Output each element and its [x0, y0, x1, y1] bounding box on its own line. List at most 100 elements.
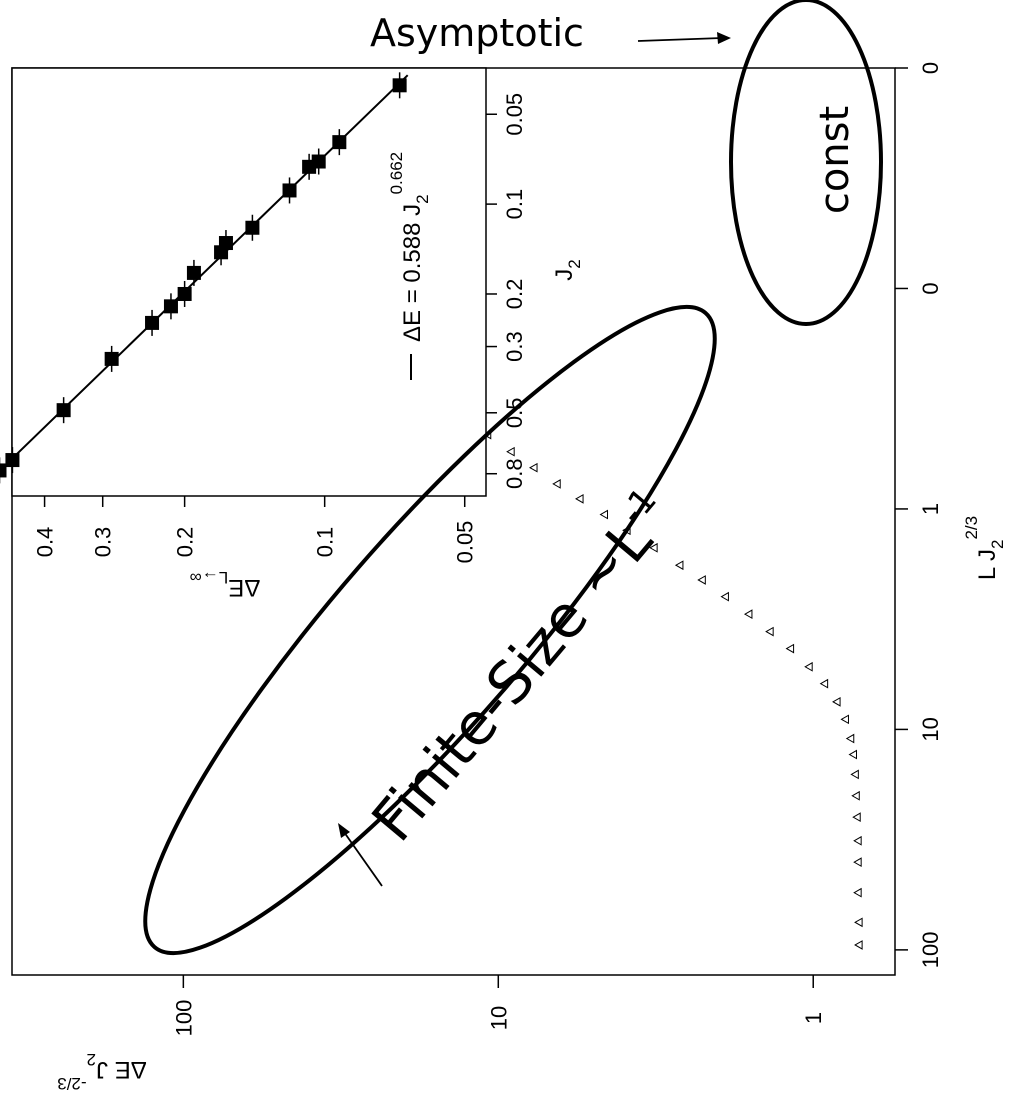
inset-fit-label-sup: 0.662 — [387, 152, 406, 195]
main-data-point — [575, 493, 584, 504]
main-data-point — [506, 446, 515, 457]
finite-size-annotation-group: Finite-Size ~L-1 — [358, 480, 687, 854]
inset-y-tick-label: 0.3 — [91, 527, 116, 558]
inset-data-point — [302, 159, 317, 174]
finite-size-arrow-head — [338, 823, 350, 838]
inset-data-point — [214, 245, 229, 260]
inset-fit-label-sub: 2 — [413, 194, 432, 203]
inset-ylabel-sub: L→∞ — [190, 568, 229, 587]
main-data-point — [819, 678, 829, 689]
main-data-point — [840, 714, 849, 725]
svg-text:J2: J2 — [551, 259, 584, 280]
main-y-tick-label: 1 — [801, 1012, 826, 1024]
inset-x-tick-label: 0.2 — [502, 279, 527, 310]
inset-data-point — [245, 220, 260, 235]
inset-data-point — [56, 403, 71, 418]
main-x-tick-label: 10 — [918, 717, 943, 741]
main-y-axis: 1 10 100 — [171, 975, 826, 1036]
main-data-point — [853, 887, 862, 898]
const-annotation-group: const — [812, 106, 858, 214]
svg-text:Finite-Size ~L-1: Finite-Size ~L-1 — [358, 480, 687, 854]
asymptotic-ellipse — [729, 0, 883, 326]
svg-text:ΔE J2-2/3: ΔE J2 -2/3 — [57, 1050, 146, 1093]
inset-fit-legend: ΔE = 0.588 J2 0.662 — [387, 152, 432, 380]
inset-y-axis: 0.05 0.1 0.2 0.3 0.4 — [33, 496, 478, 563]
inset-y-tick-label: 0.2 — [173, 527, 198, 558]
inset-data-point — [0, 463, 7, 478]
main-data-point — [848, 749, 857, 760]
main-data-point — [697, 575, 706, 585]
main-data-point — [850, 769, 859, 780]
main-y-tick-label: 100 — [171, 1000, 196, 1037]
inset-data-point — [332, 135, 347, 150]
inset-data-point — [282, 183, 297, 198]
main-x-tick-label: 100 — [918, 932, 943, 969]
main-data-point — [649, 542, 658, 553]
main-data-point — [854, 917, 863, 928]
main-ylabel: ΔE J — [96, 1056, 147, 1083]
svg-text:ΔEL→∞: ΔEL→∞ — [190, 568, 261, 601]
inset-x-tick-label: 0.8 — [502, 458, 527, 489]
main-xlabel: L J — [974, 549, 1001, 580]
inset-data-point — [177, 286, 192, 301]
main-x-tick-label: 1 — [918, 503, 943, 515]
inset-y-tick-label: 0.05 — [453, 521, 478, 564]
main-data-point — [845, 733, 855, 744]
inset-x-tick-label: 0.1 — [502, 189, 527, 220]
inset-data-point — [392, 78, 407, 93]
inset-frame — [11, 67, 487, 497]
main-data-point — [832, 697, 841, 707]
svg-text:ΔE = 0.588 J20.662: ΔE = 0.588 J2 0.662 — [387, 152, 432, 342]
main-x-tick-label: 0 — [918, 62, 943, 74]
inset-x-axis-label: J2 — [551, 259, 584, 280]
main-data-point — [529, 462, 538, 473]
main-y-axis-label: ΔE J2 -2/3 — [57, 1050, 146, 1093]
main-x-axis-label: L J2 2/3 — [962, 516, 1007, 580]
main-data-point — [765, 626, 774, 637]
main-x-tick-label: 0 — [918, 282, 943, 294]
inset-data-point — [186, 265, 201, 280]
inset-data-point — [5, 453, 20, 468]
inset-x-axis: 0.050.10.20.30.50.8 — [486, 93, 527, 489]
main-ylabel-sub: 2 — [87, 1050, 96, 1069]
finite-size-arrow — [343, 831, 383, 887]
inset-y-tick-label: 0.1 — [313, 527, 338, 558]
asymptotic-arrow — [637, 37, 723, 42]
main-data-point — [599, 509, 609, 520]
main-data-point — [785, 643, 795, 654]
inset-y-tick-label: 0.4 — [33, 527, 58, 558]
inset-ylabel: ΔE — [228, 574, 260, 601]
inset-fit-label: ΔE = 0.588 J — [399, 204, 426, 342]
main-data-point — [852, 812, 861, 823]
finite-size-annotation: Finite-Size ~L — [359, 507, 666, 854]
main-xlabel-sub: 2 — [988, 540, 1007, 549]
main-data-point — [720, 591, 729, 602]
main-data-point — [853, 835, 862, 846]
main-y-tick-label: 10 — [486, 1006, 511, 1030]
main-data-point — [674, 560, 684, 571]
main-data-point — [853, 857, 862, 868]
const-annotation: const — [812, 106, 858, 214]
inset-y-axis-label: ΔEL→∞ — [190, 568, 261, 601]
inset-xlabel-sub: 2 — [565, 259, 584, 268]
inset-data-point — [145, 315, 160, 330]
main-data-point — [851, 790, 860, 801]
inset-xlabel: J — [551, 269, 578, 281]
main-x-axis: 0 0 1 10 100 — [895, 62, 943, 968]
inset-data-point — [163, 299, 178, 314]
main-data-point — [743, 609, 753, 619]
main-data-point — [552, 479, 561, 489]
svg-text:L J22/3: L J2 2/3 — [962, 516, 1007, 580]
inset-data-point — [104, 351, 119, 366]
finite-size-ellipse — [143, 304, 717, 956]
main-data-point — [854, 940, 863, 950]
inset-x-tick-label: 0.3 — [502, 331, 527, 362]
main-data-point — [804, 661, 813, 672]
inset-x-tick-label: 0.05 — [502, 93, 527, 136]
asymptotic-arrow-head — [717, 32, 731, 44]
main-xlabel-sup: 2/3 — [962, 516, 981, 540]
main-ylabel-sup: -2/3 — [57, 1074, 86, 1093]
inset-data-series — [0, 72, 407, 484]
asymptotic-annotation: Asymptotic — [370, 11, 584, 55]
